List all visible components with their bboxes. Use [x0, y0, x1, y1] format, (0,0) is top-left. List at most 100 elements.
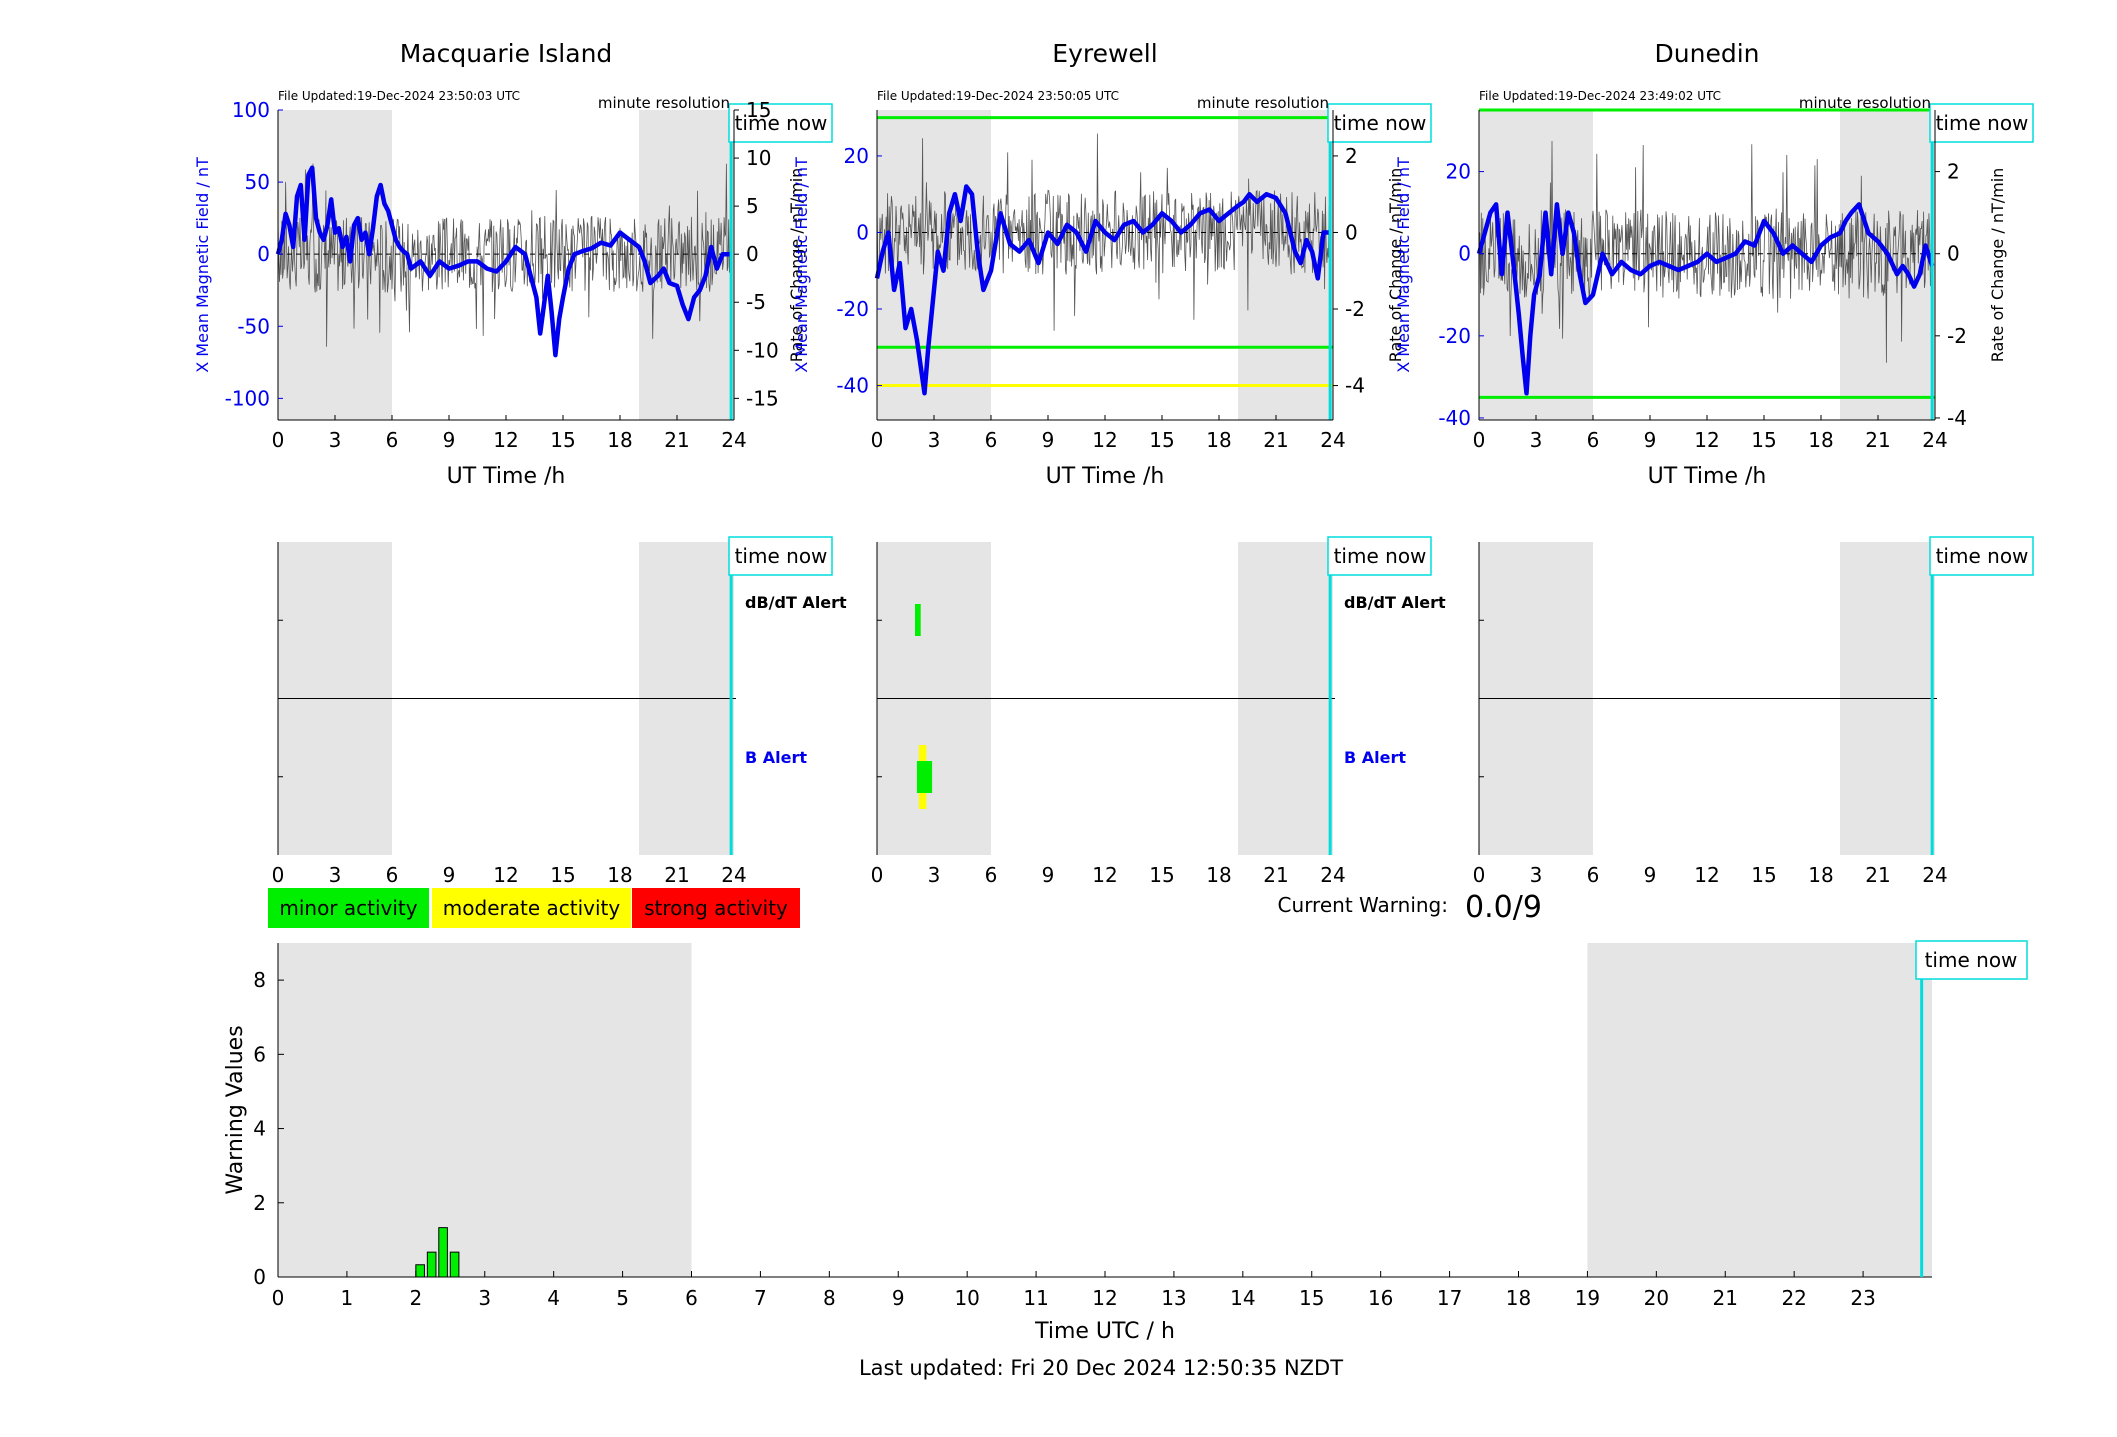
x-tick-label: 18	[607, 863, 632, 887]
x-tick-label: 21	[1713, 1286, 1738, 1310]
x-tick-label: 10	[954, 1286, 979, 1310]
y-tick-label-left: 0	[257, 242, 270, 266]
x-axis-label: UT Time /h	[447, 464, 566, 489]
legend-swatch-minor	[268, 888, 429, 928]
x-tick-label: 3	[329, 863, 342, 887]
x-tick-label: 12	[493, 428, 518, 452]
warning-bar	[415, 1264, 425, 1278]
y-tick-label: 0	[253, 1265, 266, 1289]
x-tick-label: 9	[443, 428, 456, 452]
x-tick-label: 14	[1230, 1286, 1255, 1310]
x-tick-label: 15	[1751, 863, 1776, 887]
station-panel-dunedin: Dunedin File Updated:19-Dec-2024 23:49:02…	[1394, 39, 2034, 489]
x-tick-label: 12	[493, 863, 518, 887]
y-axis-label-right: Rate of Change / nT/min	[787, 168, 806, 363]
x-tick-label: 0	[272, 428, 285, 452]
station-title: Macquarie Island	[400, 39, 613, 68]
magnetic-field-line	[275, 165, 732, 358]
y-axis-label-right: Rate of Change / nT/min	[1386, 168, 1405, 363]
y-tick-label-left: 20	[844, 144, 869, 168]
y-tick-label-right: -10	[746, 338, 779, 362]
y-tick-label-left: 0	[856, 220, 869, 244]
x-tick-label: 6	[685, 1286, 698, 1310]
warning-bar	[449, 1251, 460, 1278]
x-tick-label: 3	[928, 428, 941, 452]
y-tick-label: 8	[253, 968, 266, 992]
night-shading	[877, 110, 991, 420]
file-updated-text: File Updated:19-Dec-2024 23:50:03 UTC	[278, 89, 520, 103]
x-tick-label: 6	[386, 863, 399, 887]
station-panel-macquarie-island: Macquarie Island File Updated:19-Dec-2024…	[193, 39, 833, 489]
legend-label-strong: strong activity	[644, 896, 788, 920]
legend-swatch-moderate	[432, 888, 631, 928]
x-tick-label: 21	[1865, 428, 1890, 452]
time-now-label: time now	[735, 111, 828, 135]
y-tick-label-left: -50	[237, 314, 270, 338]
x-tick-label: 12	[1694, 863, 1719, 887]
x-tick-label: 3	[1530, 863, 1543, 887]
y-tick-label-right: 15	[746, 98, 771, 122]
y-tick-label-left: 50	[245, 170, 270, 194]
x-tick-label: 3	[1530, 428, 1543, 452]
y-tick-label-left: -20	[1438, 324, 1471, 348]
x-tick-label: 5	[616, 1286, 629, 1310]
x-tick-label: 6	[1587, 428, 1600, 452]
x-tick-label: 22	[1781, 1286, 1806, 1310]
x-tick-label: 18	[1206, 428, 1231, 452]
x-tick-label: 0	[272, 863, 285, 887]
y-axis-label-right: Rate of Change / nT/min	[1988, 168, 2007, 363]
y-axis-label: Warning Values	[223, 1025, 248, 1194]
x-tick-label: 9	[1644, 428, 1657, 452]
alert-panel-dunedin: time now 0 3 6 9 12 15 18 21 24	[1473, 536, 2034, 887]
time-now-label: time now	[1925, 948, 2018, 972]
y-tick-label-left: 100	[232, 98, 270, 122]
x-tick-label: 0	[1473, 863, 1486, 887]
y-tick-label-right: 0	[1345, 220, 1358, 244]
magnetic-field-line	[1476, 202, 1935, 396]
x-tick-label: 21	[1263, 428, 1288, 452]
b-alert-label: B Alert	[745, 748, 807, 767]
y-tick-label-right: 2	[1947, 160, 1960, 184]
alert-panel-macquarie-island: time now dB/dT Alert B Alert 0 3 6 9 12 15 18 21 24	[272, 536, 847, 887]
x-tick-label: 9	[892, 1286, 905, 1310]
y-tick-label-right: -2	[1947, 324, 1967, 348]
y-tick-label-left: -40	[836, 374, 869, 398]
y-tick-label-right: -15	[746, 386, 779, 410]
resolution-label: minute resolution	[1197, 94, 1329, 112]
x-tick-label: 21	[1865, 863, 1890, 887]
x-tick-label: 15	[550, 428, 575, 452]
file-updated-text: File Updated:19-Dec-2024 23:50:05 UTC	[877, 89, 1119, 103]
x-tick-label: 20	[1644, 1286, 1669, 1310]
y-tick-label: 4	[253, 1117, 266, 1141]
dbdt-alert-label: dB/dT Alert	[745, 593, 847, 612]
x-tick-label: 12	[1092, 863, 1117, 887]
y-tick-label-right: -2	[1345, 297, 1365, 321]
y-tick-label-left: -100	[225, 386, 270, 410]
y-tick-label-left: 0	[1458, 242, 1471, 266]
x-tick-label: 12	[1694, 428, 1719, 452]
x-tick-label: 18	[1808, 863, 1833, 887]
x-tick-label: 24	[1320, 863, 1345, 887]
x-tick-label: 6	[985, 863, 998, 887]
x-tick-label: 21	[664, 863, 689, 887]
x-tick-label: 3	[928, 863, 941, 887]
footer-last-updated: Last updated: Fri 20 Dec 2024 12:50:35 N…	[859, 1356, 1343, 1380]
b-alert-label: B Alert	[1344, 748, 1406, 767]
y-tick-label-left: -40	[1438, 406, 1471, 430]
x-tick-label: 24	[721, 863, 746, 887]
x-tick-label: 15	[550, 863, 575, 887]
x-tick-label: 6	[386, 428, 399, 452]
time-now-box	[1915, 940, 2028, 980]
x-tick-label: 9	[1042, 863, 1055, 887]
x-tick-label: 9	[1644, 863, 1657, 887]
x-tick-label: 7	[754, 1286, 767, 1310]
x-tick-label: 16	[1368, 1286, 1393, 1310]
y-tick-label: 2	[253, 1191, 266, 1215]
x-tick-label: 8	[823, 1286, 836, 1310]
x-tick-label: 15	[1751, 428, 1776, 452]
y-tick-label-right: 10	[746, 146, 771, 170]
x-tick-label: 4	[547, 1286, 560, 1310]
time-now-box	[728, 536, 833, 576]
station-title: Eyrewell	[1052, 39, 1157, 68]
